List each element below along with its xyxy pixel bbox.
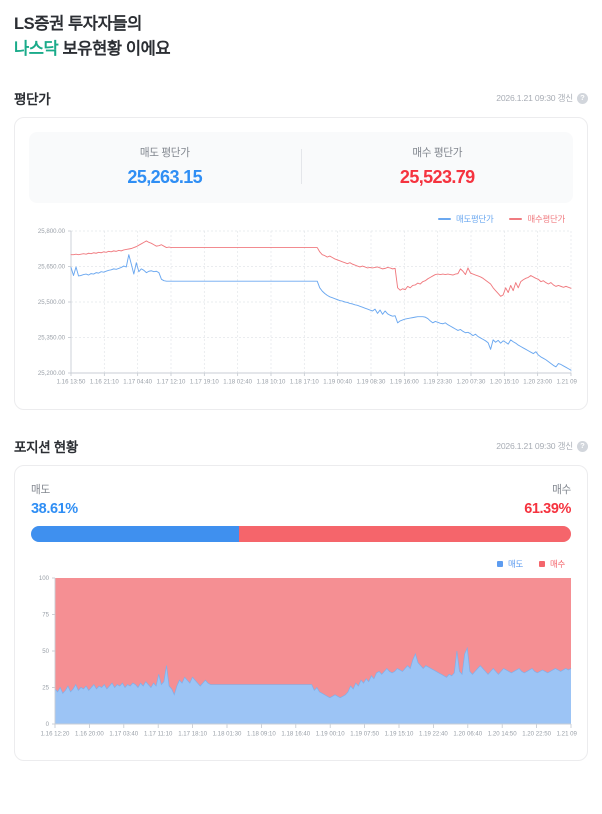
position-card: 매도 38.61% 매수 61.39% 매도 매수 0 25 50 75 100 1.16… bbox=[14, 465, 588, 762]
avg-price-title: 평단가 bbox=[14, 92, 51, 108]
svg-text:1.17 04:40: 1.17 04:40 bbox=[123, 379, 152, 386]
svg-text:1.18 09:10: 1.18 09:10 bbox=[247, 731, 276, 738]
legend-square-buy bbox=[538, 561, 545, 568]
svg-text:1.19 07:50: 1.19 07:50 bbox=[350, 731, 379, 738]
svg-text:1.19 00:10: 1.19 00:10 bbox=[316, 731, 345, 738]
svg-text:1.16 12:20: 1.16 12:20 bbox=[41, 731, 70, 738]
svg-text:1.17 19:10: 1.17 19:10 bbox=[190, 379, 219, 386]
svg-text:75: 75 bbox=[42, 612, 49, 619]
svg-text:1.21 09:30: 1.21 09:30 bbox=[557, 379, 577, 386]
avg-buy-value: 25,523.79 bbox=[399, 167, 475, 188]
svg-text:25: 25 bbox=[42, 685, 49, 692]
svg-text:1.19 00:40: 1.19 00:40 bbox=[323, 379, 352, 386]
avg-sell-cell: 매도 평단가 25,263.15 bbox=[29, 145, 301, 188]
svg-text:1.19 08:30: 1.19 08:30 bbox=[357, 379, 386, 386]
avg-divider bbox=[300, 149, 302, 185]
svg-text:1.20 23:00: 1.20 23:00 bbox=[523, 379, 552, 386]
legend-item-sell: 매도평단가 bbox=[437, 213, 494, 225]
svg-text:25,350.00: 25,350.00 bbox=[38, 335, 66, 342]
page-title-highlight: 나스닥 bbox=[14, 40, 59, 59]
legend-label-sell: 매도 bbox=[507, 559, 523, 570]
position-sell-value: 38.61% bbox=[31, 501, 78, 518]
svg-text:1.20 15:10: 1.20 15:10 bbox=[490, 379, 519, 386]
svg-text:25,500.00: 25,500.00 bbox=[38, 299, 66, 306]
position-sell-block: 매도 38.61% bbox=[31, 482, 78, 517]
avg-price-section-header: 평단가 2026.1.21 09:30 갱신 ? bbox=[0, 88, 602, 108]
position-area-chart: 0 25 50 75 100 1.16 12:20 1.16 20:00 1.17 03:40… bbox=[39, 575, 577, 738]
legend-label-sell: 매도평단가 bbox=[455, 214, 494, 225]
position-title: 포지션 현황 bbox=[14, 440, 79, 456]
position-labels-row: 매도 38.61% 매수 61.39% bbox=[31, 482, 571, 517]
svg-text:100: 100 bbox=[39, 575, 50, 582]
position-sell-label: 매도 bbox=[31, 484, 50, 497]
svg-text:25,650.00: 25,650.00 bbox=[38, 264, 66, 271]
area-chart-container: 0 25 50 75 100 1.16 12:20 1.16 20:00 1.17 03:40… bbox=[15, 570, 587, 760]
legend-dash-sell bbox=[437, 218, 451, 221]
legend-label-buy: 매수 bbox=[549, 559, 565, 570]
svg-text:1.21 09:30: 1.21 09:30 bbox=[557, 731, 577, 738]
position-meta: 2026.1.21 09:30 갱신 ? bbox=[496, 440, 588, 452]
svg-text:1.16 21:10: 1.16 21:10 bbox=[90, 379, 119, 386]
svg-text:25,800.00: 25,800.00 bbox=[38, 228, 66, 235]
avg-price-card: 매도 평단가 25,263.15 매수 평단가 25,523.79 매도평단가 … bbox=[14, 117, 588, 411]
page-title-line1: LS증권 투자자들의 bbox=[14, 15, 142, 33]
svg-text:1.20 22:50: 1.20 22:50 bbox=[522, 731, 551, 738]
svg-text:1.17 12:10: 1.17 12:10 bbox=[157, 379, 186, 386]
position-section-header: 포지션 현황 2026.1.21 09:30 갱신 ? bbox=[0, 436, 602, 456]
svg-text:1.19 16:00: 1.19 16:00 bbox=[390, 379, 419, 386]
legend-dash-buy bbox=[509, 218, 523, 221]
page-header: LS증권 투자자들의 나스닥 보유현황 이에요 bbox=[0, 0, 602, 62]
svg-text:1.20 14:50: 1.20 14:50 bbox=[488, 731, 517, 738]
page-title: LS증권 투자자들의 나스닥 보유현황 이에요 bbox=[14, 12, 588, 62]
svg-text:1.18 16:40: 1.18 16:40 bbox=[281, 731, 310, 738]
svg-text:1.18 17:10: 1.18 17:10 bbox=[290, 379, 319, 386]
avg-sell-label: 매도 평단가 bbox=[139, 147, 190, 160]
position-buy-block: 매수 61.39% bbox=[524, 482, 571, 517]
svg-text:1.18 01:30: 1.18 01:30 bbox=[213, 731, 242, 738]
svg-text:1.16 20:00: 1.16 20:00 bbox=[75, 731, 104, 738]
svg-text:1.19 15:10: 1.19 15:10 bbox=[385, 731, 414, 738]
avg-price-meta: 2026.1.21 09:30 갱신 ? bbox=[496, 92, 588, 104]
svg-text:1.19 22:40: 1.19 22:40 bbox=[419, 731, 448, 738]
legend-item-sell: 매도 bbox=[496, 558, 523, 570]
avg-sell-value: 25,263.15 bbox=[127, 167, 203, 188]
legend-square-sell bbox=[496, 561, 503, 568]
position-buy-label: 매수 bbox=[552, 484, 571, 497]
svg-text:1.17 11:10: 1.17 11:10 bbox=[144, 731, 173, 738]
position-updated-text: 2026.1.21 09:30 갱신 bbox=[496, 441, 573, 452]
svg-text:1.18 10:10: 1.18 10:10 bbox=[257, 379, 286, 386]
page-title-line2: 보유현황 이에요 bbox=[58, 40, 171, 59]
line-chart-container: 25,800.00 25,650.00 25,500.00 25,350.00 25,2… bbox=[15, 225, 587, 409]
position-bar-sell-segment bbox=[31, 526, 240, 543]
svg-text:50: 50 bbox=[42, 648, 49, 655]
legend-item-buy: 매수 bbox=[538, 558, 565, 570]
svg-text:0: 0 bbox=[46, 721, 50, 728]
svg-text:1.20 07:30: 1.20 07:30 bbox=[457, 379, 486, 386]
svg-text:1.20 06:40: 1.20 06:40 bbox=[453, 731, 482, 738]
svg-text:1.17 18:10: 1.17 18:10 bbox=[178, 731, 207, 738]
position-buy-value: 61.39% bbox=[524, 501, 571, 518]
position-bar-buy-segment bbox=[239, 526, 571, 543]
svg-text:1.19 23:30: 1.19 23:30 bbox=[423, 379, 452, 386]
line-chart-legend: 매도평단가 매수평단가 bbox=[15, 203, 587, 225]
legend-item-buy: 매수평단가 bbox=[509, 213, 565, 225]
avg-buy-cell: 매수 평단가 25,523.79 bbox=[302, 145, 574, 188]
position-ratio-bar bbox=[31, 526, 571, 543]
avg-price-updated-text: 2026.1.21 09:30 갱신 bbox=[496, 93, 573, 104]
svg-text:1.18 02:40: 1.18 02:40 bbox=[223, 379, 252, 386]
svg-text:25,200.00: 25,200.00 bbox=[38, 370, 66, 377]
avg-price-line-chart: 25,800.00 25,650.00 25,500.00 25,350.00 25,2… bbox=[38, 228, 577, 386]
legend-label-buy: 매수평단가 bbox=[527, 214, 565, 225]
avg-price-summary: 매도 평단가 25,263.15 매수 평단가 25,523.79 bbox=[29, 132, 574, 204]
svg-text:1.16 13:50: 1.16 13:50 bbox=[57, 379, 86, 386]
help-icon[interactable]: ? bbox=[577, 92, 588, 104]
svg-text:1.17 03:40: 1.17 03:40 bbox=[109, 731, 138, 738]
area-chart-legend: 매도 매수 bbox=[15, 548, 587, 570]
avg-buy-label: 매수 평단가 bbox=[412, 147, 463, 160]
position-summary: 매도 38.61% 매수 61.39% bbox=[15, 466, 587, 548]
help-icon[interactable]: ? bbox=[577, 440, 588, 452]
